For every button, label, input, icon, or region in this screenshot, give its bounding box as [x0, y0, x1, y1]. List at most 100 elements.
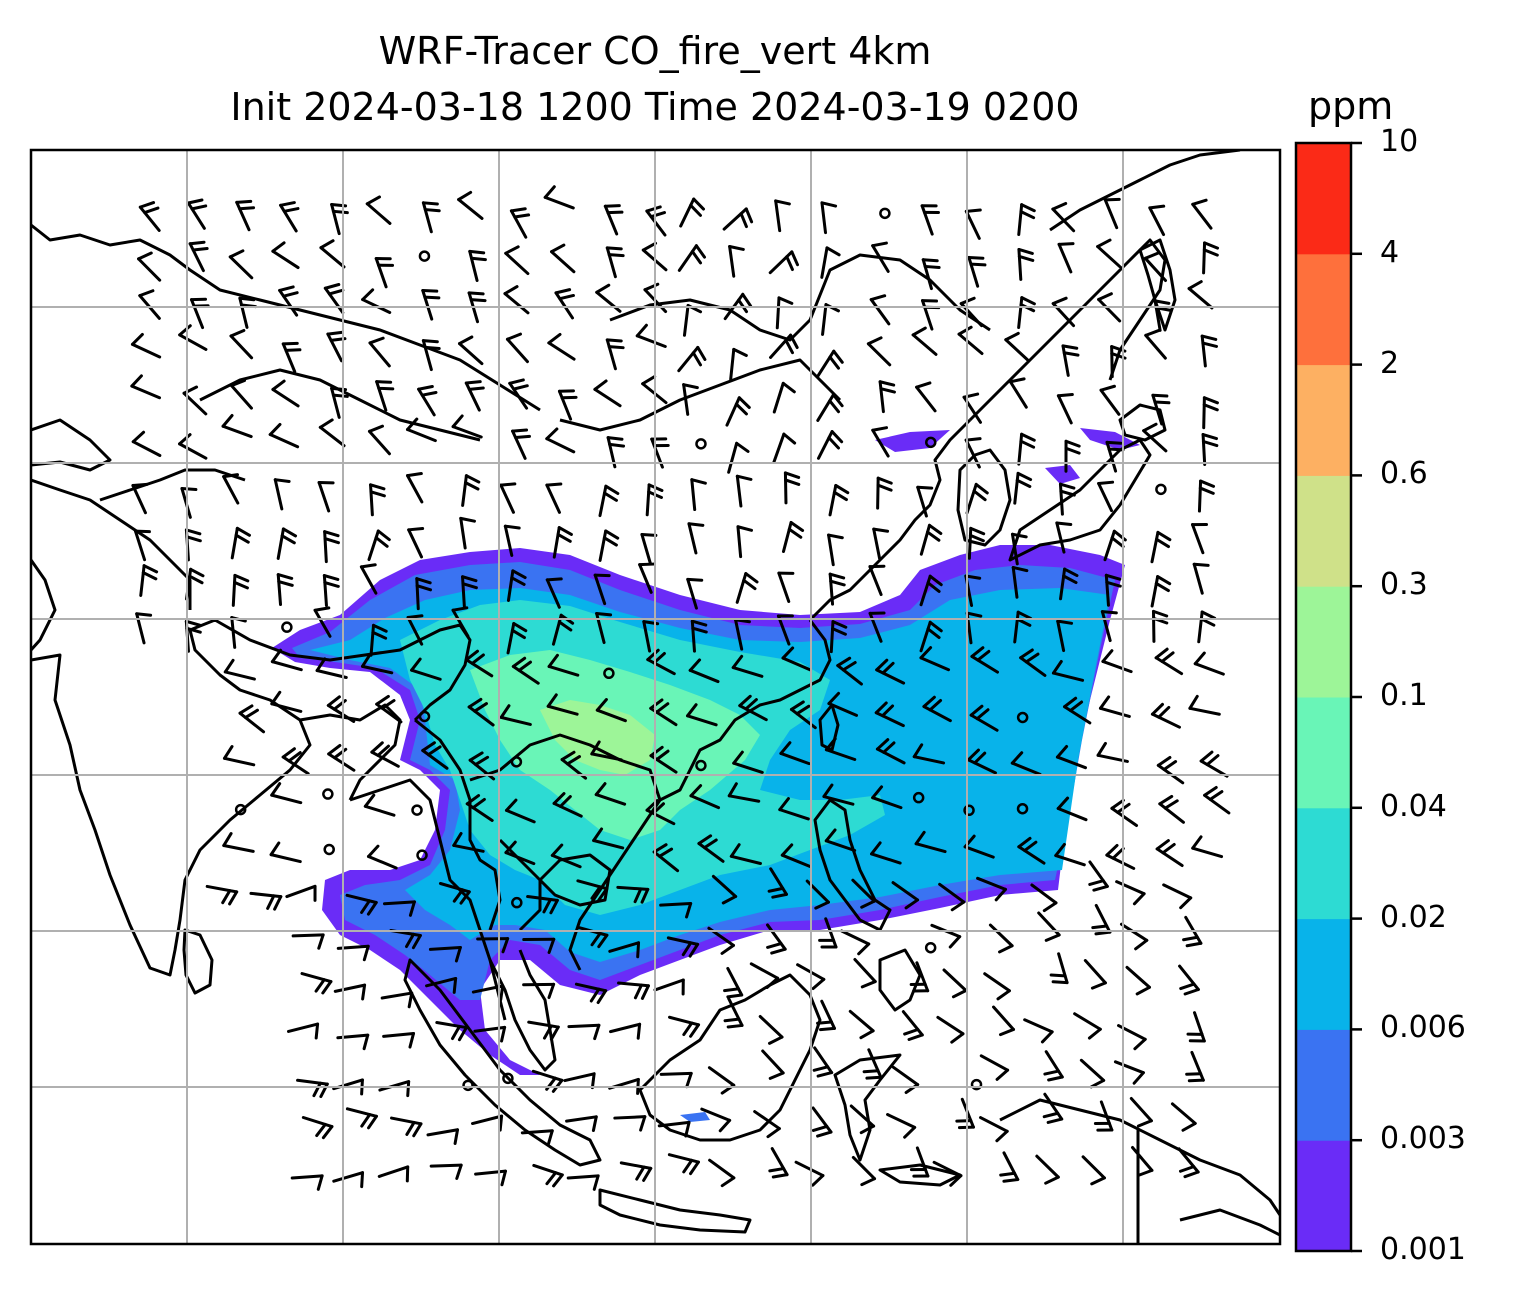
- wind-barb: [732, 750, 764, 774]
- wind-barb: [635, 323, 667, 348]
- wind-barb: [222, 832, 255, 853]
- calm-wind-marker: [970, 1078, 983, 1091]
- wind-barb: [1162, 883, 1193, 910]
- colorbar-bin: [1296, 364, 1351, 476]
- wind-barb: [765, 923, 787, 955]
- calm-wind-marker: [418, 710, 431, 723]
- calm-wind-marker: [323, 843, 335, 856]
- wind-barb: [697, 834, 725, 863]
- wind-barb: [1202, 396, 1219, 430]
- wind-barb: [131, 430, 162, 458]
- wind-barb: [727, 441, 750, 474]
- wind-barb: [735, 474, 753, 508]
- wind-barb: [932, 1160, 963, 1187]
- wind-barb: [1057, 242, 1075, 274]
- wind-barb: [780, 843, 812, 869]
- wind-barb: [249, 891, 283, 911]
- wind-barb: [1097, 480, 1115, 513]
- wind-barb: [313, 606, 332, 638]
- wind-barb: [374, 257, 395, 289]
- wind-barb: [1151, 609, 1169, 643]
- calm-wind-marker: [234, 803, 247, 816]
- wind-barb: [287, 1022, 320, 1040]
- wind-barb: [851, 1155, 877, 1187]
- wind-barb: [410, 657, 442, 681]
- wind-barb: [1004, 331, 1030, 362]
- wind-barb: [1097, 292, 1122, 323]
- wind-barb: [874, 701, 905, 728]
- wind-barb: [652, 843, 680, 873]
- wind-barb: [777, 571, 795, 603]
- wind-barb: [1049, 952, 1069, 985]
- colorbar-bin: [1296, 918, 1351, 1030]
- wind-barb: [1125, 965, 1151, 996]
- wind-barb: [783, 471, 801, 505]
- wind-barb: [820, 246, 841, 279]
- colorbar-bin: [1296, 475, 1351, 587]
- wind-barb: [1042, 1092, 1064, 1124]
- wind-barb: [415, 577, 433, 611]
- wind-barb: [682, 383, 699, 416]
- calm-wind-marker: [416, 849, 428, 861]
- wind-barb: [1151, 393, 1171, 426]
- wind-barb: [1051, 659, 1085, 682]
- wind-barb: [565, 1115, 598, 1133]
- wind-barb: [1055, 744, 1087, 770]
- wind-barb: [1115, 880, 1146, 906]
- wind-barb: [735, 572, 759, 604]
- wind-barb: [230, 379, 253, 410]
- wind-barb: [546, 693, 579, 716]
- wind-barb: [915, 381, 937, 413]
- wind-barb: [871, 785, 903, 810]
- wind-barb: [595, 698, 627, 723]
- wind-barb: [875, 658, 906, 685]
- wind-barb: [527, 1020, 560, 1041]
- wind-barb: [653, 978, 685, 996]
- wind-barb: [829, 620, 848, 654]
- wind-barb: [1100, 610, 1118, 643]
- wind-barb: [567, 1023, 601, 1041]
- wind-barb: [769, 333, 799, 359]
- wind-barb: [1101, 649, 1133, 674]
- wind-barb: [1017, 203, 1036, 237]
- wind-barb: [811, 1106, 833, 1138]
- wind-barb: [708, 1158, 736, 1188]
- wind-barb: [1200, 334, 1218, 368]
- wind-barb: [474, 1169, 507, 1187]
- wind-barb: [520, 1129, 554, 1146]
- wind-barb: [504, 840, 536, 866]
- wind-barb: [976, 876, 1007, 902]
- wind-barb: [323, 530, 340, 564]
- wind-barb: [605, 338, 625, 371]
- wind-barb: [425, 976, 458, 994]
- wind-barb: [919, 646, 951, 672]
- wind-barb: [761, 1049, 785, 1080]
- wind-barb: [686, 703, 718, 727]
- timor-islands: [878, 1163, 962, 1187]
- wind-barb: [659, 902, 693, 919]
- wind-barb: [920, 204, 940, 236]
- wind-barb: [406, 614, 424, 646]
- wind-barb: [608, 941, 641, 959]
- wind-barb: [848, 1009, 875, 1040]
- wind-barb: [317, 481, 335, 513]
- wind-barb: [273, 478, 291, 511]
- wind-barb: [278, 285, 299, 317]
- wind-barb: [1185, 1050, 1205, 1083]
- wind-barb: [955, 1097, 975, 1130]
- wind-barb: [426, 1128, 460, 1146]
- wind-barb: [922, 695, 952, 723]
- wind-barb: [592, 827, 625, 850]
- afghanistan-border: [99, 468, 246, 502]
- wind-barb: [228, 249, 254, 280]
- india-coastline: [31, 629, 312, 977]
- wind-barb: [547, 653, 580, 677]
- colorbar-tick-label: 0.006: [1380, 1010, 1466, 1046]
- wind-barb: [1158, 794, 1185, 824]
- wind-barb: [816, 999, 836, 1032]
- plume-patch: [1045, 465, 1080, 484]
- wind-barb: [271, 379, 300, 408]
- wind-barb: [522, 982, 556, 1000]
- wind-barb: [461, 575, 478, 609]
- wind-barb: [687, 522, 705, 555]
